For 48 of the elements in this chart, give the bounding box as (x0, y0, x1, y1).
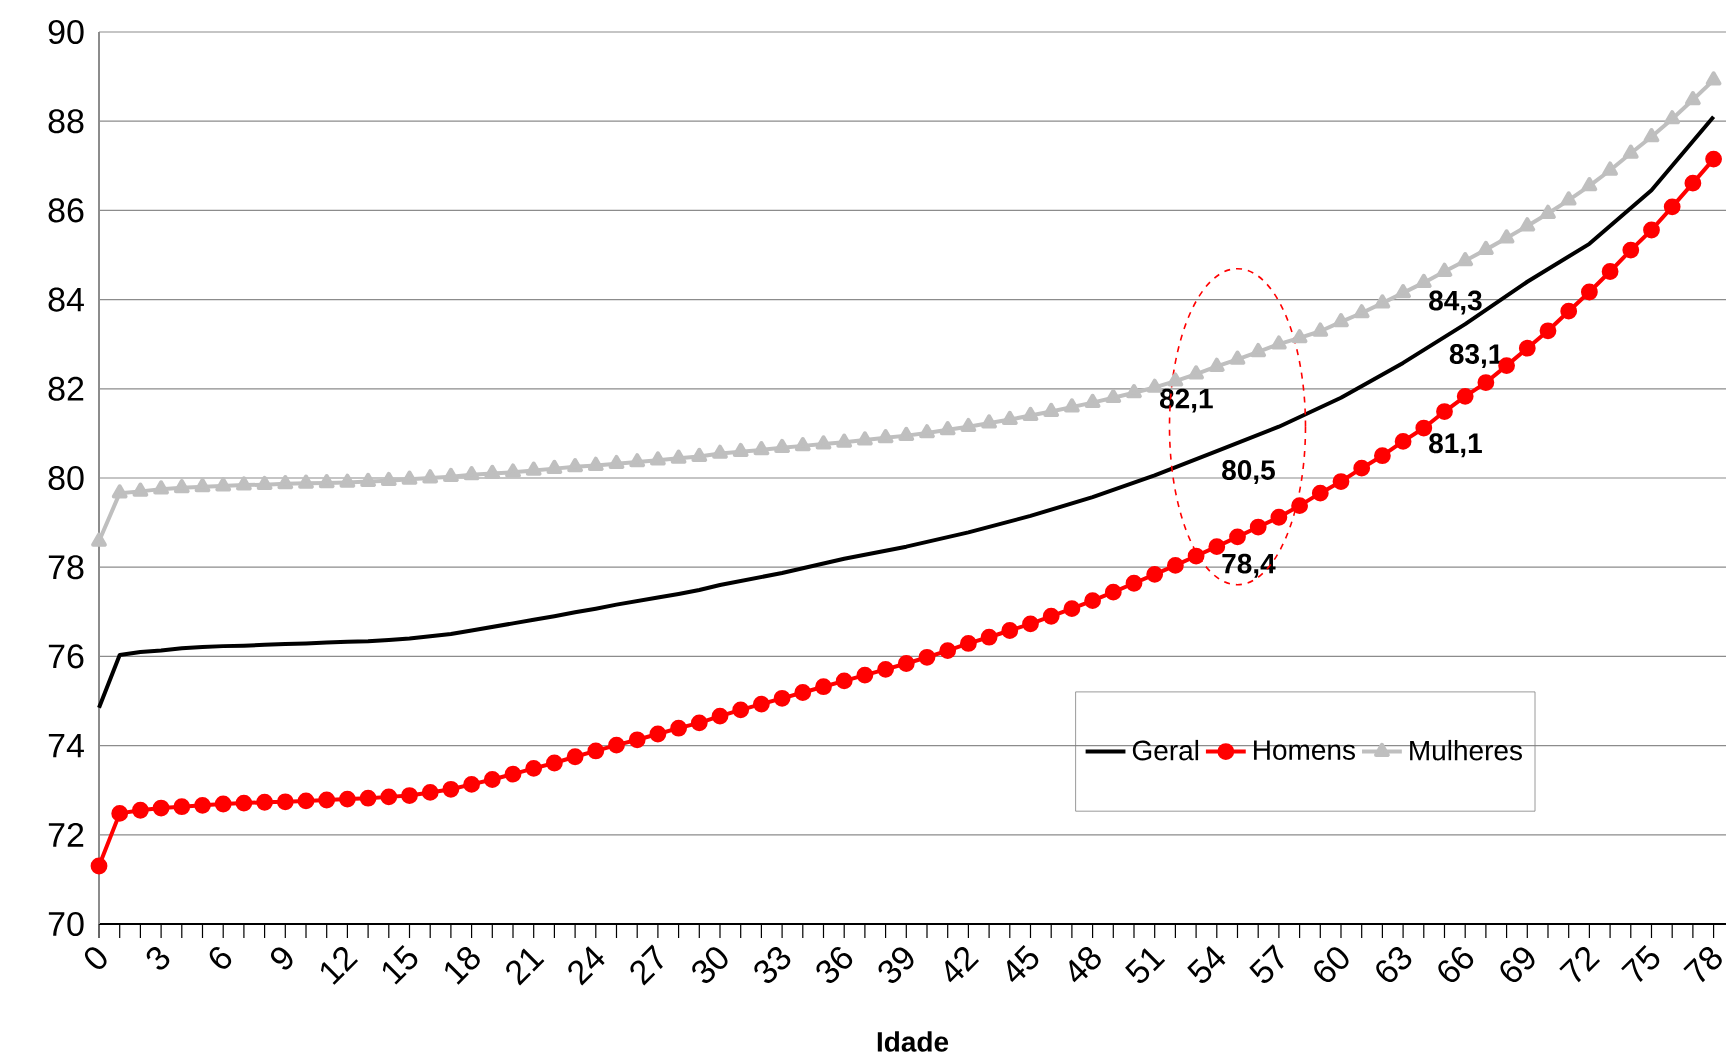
x-tick-label: 36 (816, 946, 853, 983)
annotation: 78,4 (1222, 553, 1276, 578)
annotation: 84,3 (1429, 290, 1482, 315)
legend-label: Homens (1254, 740, 1355, 760)
annotation: 83,1 (1449, 344, 1503, 369)
legend-label: Mulheres (1410, 739, 1522, 761)
y-tick-label: 84 (48, 287, 84, 312)
x-tick-label: 12 (321, 947, 359, 985)
x-tick-label: 24 (568, 946, 605, 986)
x-tick-label: 27 (630, 944, 663, 986)
x-tick-label: 63 (1376, 947, 1412, 983)
y-tick-label: 76 (48, 644, 84, 669)
x-tick-label: 60 (1314, 947, 1349, 983)
y-tick-label: 78 (48, 555, 84, 580)
x-tick-label: 72 (1559, 947, 1601, 983)
x-axis-title: Idade (877, 1031, 949, 1052)
x-tick-label: 48 (1069, 946, 1101, 983)
x-tick-label: 51 (1125, 948, 1166, 983)
annotation: 80,5 (1222, 460, 1275, 484)
x-tick-label: 0 (84, 947, 107, 969)
x-tick-label: 9 (270, 947, 293, 970)
x-tick-label: 42 (945, 947, 980, 983)
x-tick-label: 57 (1249, 944, 1284, 983)
x-tick-label: 18 (445, 946, 480, 985)
x-tick-label: 6 (209, 946, 232, 969)
legend-label: Geral (1132, 739, 1199, 761)
y-tick-label: 70 (48, 911, 84, 937)
y-tick-label: 86 (48, 198, 84, 223)
annotation: 82,1 (1159, 388, 1213, 413)
x-tick-label: 75 (1621, 945, 1660, 983)
y-tick-label: 88 (48, 109, 84, 134)
x-tick-label: 54 (1187, 946, 1226, 983)
x-tick-label: 66 (1438, 946, 1474, 983)
y-tick-label: 74 (48, 733, 84, 758)
y-tick-label: 90 (48, 19, 84, 45)
annotation: 81,1 (1429, 433, 1482, 458)
x-tick-label: 45 (1006, 945, 1039, 983)
y-tick-label: 80 (48, 465, 84, 491)
x-tick-label: 78 (1683, 946, 1722, 983)
x-tick-label: 30 (692, 947, 728, 983)
y-tick-label: 82 (48, 376, 84, 401)
x-tick-label: 69 (1500, 947, 1535, 983)
x-tick-label: 39 (878, 947, 914, 983)
y-tick-label: 72 (48, 822, 84, 847)
x-tick-label: 15 (382, 945, 418, 985)
x-tick-label: 33 (754, 947, 791, 983)
x-tick-label: 3 (146, 947, 170, 970)
x-tick-label: 21 (506, 948, 545, 986)
